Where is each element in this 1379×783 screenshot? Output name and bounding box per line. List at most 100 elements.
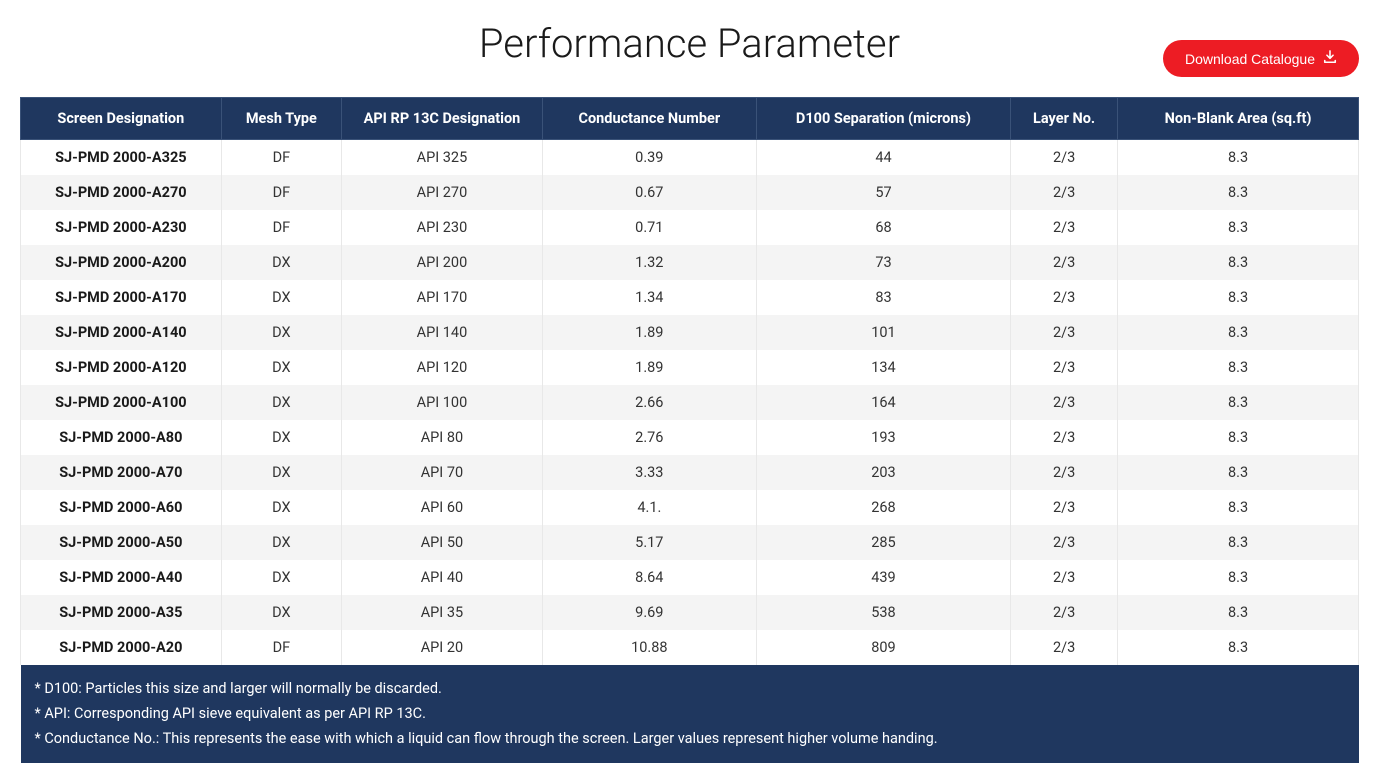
table-cell: API 200: [342, 245, 543, 280]
table-cell: 1.89: [542, 315, 756, 350]
performance-table: Screen Designation Mesh Type API RP 13C …: [20, 97, 1359, 763]
download-catalogue-button[interactable]: Download Catalogue: [1163, 40, 1359, 77]
table-cell: 193: [756, 420, 1010, 455]
column-header: Mesh Type: [221, 98, 341, 140]
table-cell: 2.66: [542, 385, 756, 420]
table-cell: 2/3: [1011, 595, 1118, 630]
table-cell: DX: [221, 315, 341, 350]
table-row: SJ-PMD 2000-A325DFAPI 3250.39442/38.3: [21, 140, 1359, 176]
table-cell: 0.67: [542, 175, 756, 210]
footnote-cell: * D100: Particles this size and larger w…: [21, 665, 1359, 763]
table-cell: SJ-PMD 2000-A230: [21, 210, 222, 245]
table-cell: 2/3: [1011, 455, 1118, 490]
page-title: Performance Parameter: [20, 10, 1359, 67]
table-cell: 73: [756, 245, 1010, 280]
table-cell: 2/3: [1011, 630, 1118, 665]
table-cell: 2/3: [1011, 490, 1118, 525]
table-cell: SJ-PMD 2000-A270: [21, 175, 222, 210]
table-cell: 83: [756, 280, 1010, 315]
table-cell: 2/3: [1011, 560, 1118, 595]
table-cell: 8.3: [1118, 175, 1359, 210]
table-cell: DX: [221, 560, 341, 595]
table-cell: SJ-PMD 2000-A70: [21, 455, 222, 490]
table-row: SJ-PMD 2000-A20DFAPI 2010.888092/38.3: [21, 630, 1359, 665]
table-cell: API 170: [342, 280, 543, 315]
table-cell: 1.89: [542, 350, 756, 385]
table-cell: 8.3: [1118, 245, 1359, 280]
table-cell: DX: [221, 245, 341, 280]
table-cell: DX: [221, 490, 341, 525]
column-header: Screen Designation: [21, 98, 222, 140]
table-cell: DF: [221, 210, 341, 245]
table-cell: 9.69: [542, 595, 756, 630]
table-cell: 57: [756, 175, 1010, 210]
table-row: SJ-PMD 2000-A40DXAPI 408.644392/38.3: [21, 560, 1359, 595]
table-cell: 8.3: [1118, 140, 1359, 176]
table-cell: 8.3: [1118, 525, 1359, 560]
table-cell: SJ-PMD 2000-A80: [21, 420, 222, 455]
table-row: SJ-PMD 2000-A170DXAPI 1701.34832/38.3: [21, 280, 1359, 315]
table-cell: DX: [221, 455, 341, 490]
table-cell: 2/3: [1011, 210, 1118, 245]
table-row: SJ-PMD 2000-A50DXAPI 505.172852/38.3: [21, 525, 1359, 560]
footnote-line: * Conductance No.: This represents the e…: [35, 727, 1345, 750]
table-cell: API 60: [342, 490, 543, 525]
table-cell: API 230: [342, 210, 543, 245]
footnote-line: * D100: Particles this size and larger w…: [35, 677, 1345, 700]
table-cell: 8.3: [1118, 595, 1359, 630]
table-cell: 44: [756, 140, 1010, 176]
table-cell: 8.3: [1118, 315, 1359, 350]
table-cell: SJ-PMD 2000-A120: [21, 350, 222, 385]
table-cell: 0.71: [542, 210, 756, 245]
column-header: D100 Separation (microns): [756, 98, 1010, 140]
table-cell: 8.3: [1118, 350, 1359, 385]
table-cell: 203: [756, 455, 1010, 490]
table-cell: 538: [756, 595, 1010, 630]
table-cell: SJ-PMD 2000-A140: [21, 315, 222, 350]
table-cell: DX: [221, 350, 341, 385]
table-cell: 2/3: [1011, 280, 1118, 315]
table-cell: 68: [756, 210, 1010, 245]
table-cell: 1.32: [542, 245, 756, 280]
column-header: Non-Blank Area (sq.ft): [1118, 98, 1359, 140]
table-cell: SJ-PMD 2000-A50: [21, 525, 222, 560]
table-row: SJ-PMD 2000-A230DFAPI 2300.71682/38.3: [21, 210, 1359, 245]
table-cell: 5.17: [542, 525, 756, 560]
table-cell: 285: [756, 525, 1010, 560]
table-cell: 2/3: [1011, 525, 1118, 560]
table-cell: SJ-PMD 2000-A35: [21, 595, 222, 630]
table-cell: SJ-PMD 2000-A170: [21, 280, 222, 315]
table-cell: API 35: [342, 595, 543, 630]
table-cell: 2/3: [1011, 175, 1118, 210]
table-cell: 809: [756, 630, 1010, 665]
table-cell: 8.3: [1118, 210, 1359, 245]
table-cell: SJ-PMD 2000-A325: [21, 140, 222, 176]
table-cell: API 270: [342, 175, 543, 210]
table-cell: API 20: [342, 630, 543, 665]
column-header: Conductance Number: [542, 98, 756, 140]
table-cell: 8.3: [1118, 630, 1359, 665]
table-cell: DX: [221, 420, 341, 455]
table-cell: 8.3: [1118, 490, 1359, 525]
table-cell: DF: [221, 175, 341, 210]
table-row: SJ-PMD 2000-A140DXAPI 1401.891012/38.3: [21, 315, 1359, 350]
footnote-line: * API: Corresponding API sieve equivalen…: [35, 702, 1345, 725]
table-cell: SJ-PMD 2000-A200: [21, 245, 222, 280]
table-cell: 2/3: [1011, 350, 1118, 385]
table-row: SJ-PMD 2000-A120DXAPI 1201.891342/38.3: [21, 350, 1359, 385]
table-cell: API 40: [342, 560, 543, 595]
table-cell: SJ-PMD 2000-A40: [21, 560, 222, 595]
download-icon: [1323, 50, 1337, 67]
table-cell: 2/3: [1011, 245, 1118, 280]
table-cell: DX: [221, 525, 341, 560]
table-cell: 134: [756, 350, 1010, 385]
table-row: SJ-PMD 2000-A35DXAPI 359.695382/38.3: [21, 595, 1359, 630]
table-cell: 2/3: [1011, 420, 1118, 455]
table-cell: 8.3: [1118, 280, 1359, 315]
column-header: Layer No.: [1011, 98, 1118, 140]
table-cell: 2/3: [1011, 315, 1118, 350]
table-cell: 4.1.: [542, 490, 756, 525]
table-row: SJ-PMD 2000-A80DXAPI 802.761932/38.3: [21, 420, 1359, 455]
table-cell: 439: [756, 560, 1010, 595]
table-body: SJ-PMD 2000-A325DFAPI 3250.39442/38.3SJ-…: [21, 140, 1359, 666]
